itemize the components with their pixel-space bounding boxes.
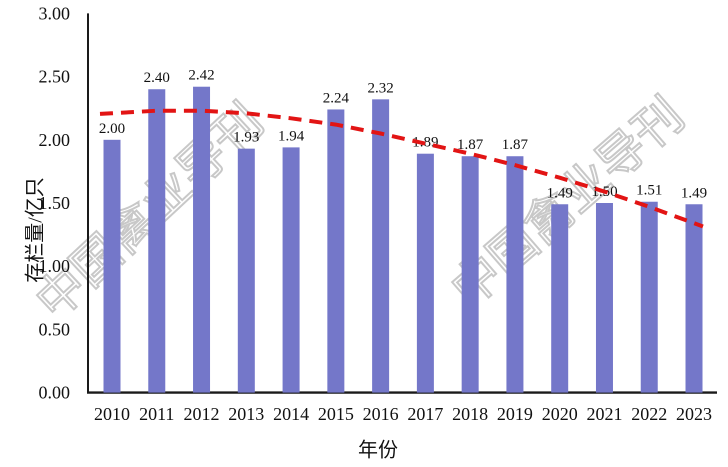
bar bbox=[103, 139, 121, 393]
bar-value-label: 1.51 bbox=[636, 183, 662, 199]
bar-value-label: 2.40 bbox=[144, 70, 170, 86]
x-tick-label: 2021 bbox=[586, 404, 622, 424]
x-tick-label: 2023 bbox=[676, 404, 712, 424]
bar-value-label: 1.93 bbox=[233, 130, 259, 146]
x-tick-label: 2022 bbox=[631, 404, 667, 424]
bar bbox=[193, 86, 211, 393]
y-axis-title: 存栏量/亿只 bbox=[24, 177, 47, 283]
bar bbox=[237, 148, 255, 393]
x-tick-label: 2016 bbox=[363, 404, 399, 424]
bar bbox=[685, 204, 703, 393]
bar bbox=[148, 89, 166, 393]
bar-value-label: 2.24 bbox=[323, 90, 350, 106]
bar bbox=[327, 109, 345, 393]
bar bbox=[595, 203, 613, 393]
bar bbox=[551, 204, 569, 393]
trend-line bbox=[99, 108, 704, 229]
bar bbox=[372, 99, 390, 393]
bar bbox=[461, 156, 479, 393]
bar-value-label: 2.32 bbox=[367, 80, 393, 96]
x-tick-label: 2010 bbox=[94, 404, 130, 424]
y-tick-label: 2.00 bbox=[39, 130, 71, 150]
x-tick-label: 2015 bbox=[318, 404, 354, 424]
bar bbox=[282, 147, 300, 393]
bar-value-label: 2.42 bbox=[188, 68, 214, 84]
bar-value-label: 1.87 bbox=[502, 137, 529, 153]
x-tick-label: 2017 bbox=[407, 404, 443, 424]
y-tick-label: 3.00 bbox=[39, 3, 71, 23]
x-tick-label: 2019 bbox=[497, 404, 533, 424]
bar-value-label: 1.87 bbox=[457, 137, 484, 153]
bar-value-label: 1.94 bbox=[278, 128, 305, 144]
y-tick-label: 0.50 bbox=[39, 319, 71, 339]
bar-value-label: 1.49 bbox=[547, 185, 573, 201]
bar bbox=[640, 201, 658, 393]
y-tick-label: 0.00 bbox=[39, 383, 71, 403]
x-tick-label: 2018 bbox=[452, 404, 488, 424]
bar-value-label: 1.49 bbox=[681, 185, 707, 201]
x-tick-label: 2013 bbox=[228, 404, 264, 424]
y-tick-label: 1.50 bbox=[39, 193, 71, 213]
x-tick-label: 2014 bbox=[273, 404, 309, 424]
x-axis-title: 年份 bbox=[358, 439, 398, 462]
bar bbox=[416, 153, 434, 393]
x-tick-label: 2020 bbox=[542, 404, 578, 424]
bar bbox=[506, 156, 524, 393]
x-tick-label: 2012 bbox=[184, 404, 220, 424]
x-tick-label: 2011 bbox=[139, 404, 174, 424]
bar-value-label: 2.00 bbox=[99, 121, 125, 137]
bar-value-label: 1.89 bbox=[412, 135, 438, 151]
y-tick-label: 1.00 bbox=[39, 256, 71, 276]
y-tick-label: 2.50 bbox=[39, 67, 71, 87]
